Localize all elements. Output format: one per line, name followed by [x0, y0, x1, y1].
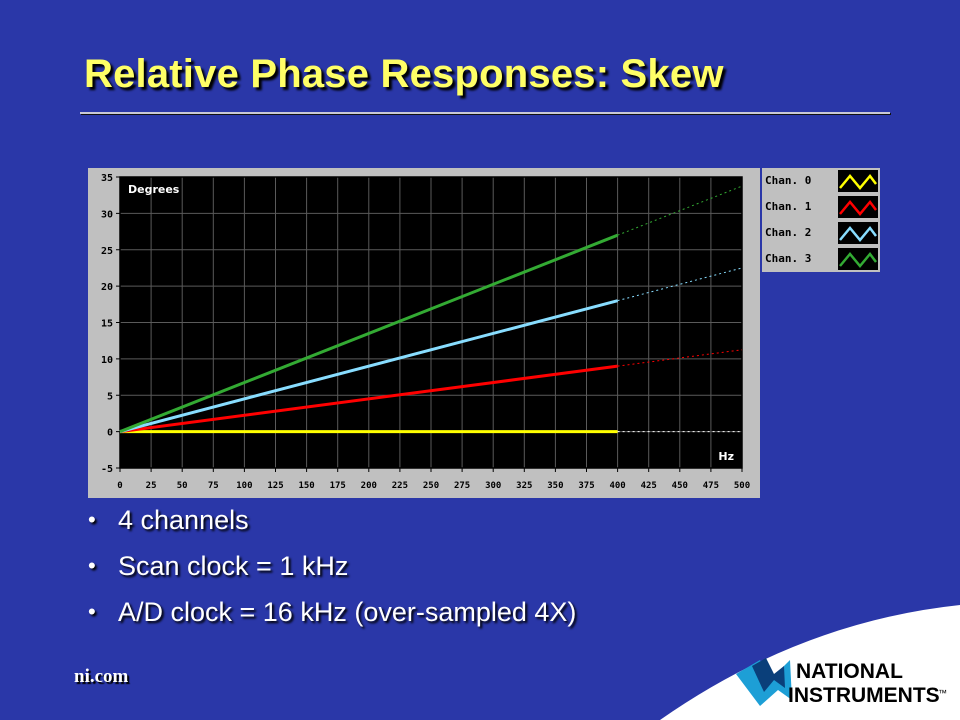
legend-item-chan-2: Chan. 2 — [762, 220, 880, 246]
series-extrapolation-chan-3 — [617, 185, 743, 236]
slide-title: Relative Phase Responses: Skew — [84, 52, 724, 96]
y-tick-label: 15 — [101, 319, 113, 330]
legend-swatch — [838, 222, 878, 244]
legend-item-chan-1: Chan. 1 — [762, 194, 880, 220]
bullet-text: A/D clock = 16 kHz (over-sampled 4X) — [118, 597, 577, 627]
x-tick-label: 100 — [236, 481, 252, 491]
series-extrapolation-chan-1 — [617, 349, 743, 367]
legend-item-chan-0: Chan. 0 — [762, 168, 880, 194]
bullet-dot-icon: • — [88, 553, 96, 578]
legend-swatch — [838, 196, 878, 218]
legend-swatch — [838, 170, 878, 192]
title-underline — [80, 112, 890, 114]
logo-line1: NATIONAL — [796, 660, 903, 683]
legend-item-chan-3: Chan. 3 — [762, 246, 880, 272]
series-line-chan-1 — [119, 364, 618, 434]
footer-url: ni.com — [74, 666, 129, 687]
x-tick-label: 125 — [267, 481, 283, 491]
bullet-item: • Scan clock = 1 kHz — [84, 546, 576, 592]
bullet-list: • 4 channels • Scan clock = 1 kHz • A/D clock… — [84, 500, 576, 638]
x-tick-label: 475 — [703, 481, 719, 491]
y-tick-label: -5 — [101, 464, 113, 475]
y-tick-label: 10 — [101, 355, 113, 366]
legend-label: Chan. 2 — [765, 226, 812, 239]
x-tick-label: 75 — [208, 481, 219, 491]
y-axis-label: Degrees — [128, 183, 180, 196]
y-tick-label: 0 — [107, 428, 113, 439]
x-axis-label: Hz — [718, 450, 734, 463]
bullet-dot-icon: • — [88, 507, 96, 532]
bullet-dot-icon: • — [88, 599, 96, 624]
x-tick-label: 200 — [361, 481, 377, 491]
x-tick-label: 300 — [485, 481, 501, 491]
y-tick-label: 20 — [101, 282, 113, 293]
x-tick-label: 400 — [609, 481, 625, 491]
bullet-item: • 4 channels — [84, 500, 576, 546]
series-line-chan-2 — [119, 299, 618, 434]
x-tick-label: 275 — [454, 481, 470, 491]
x-tick-label: 0 — [117, 481, 122, 491]
x-tick-label: 250 — [423, 481, 439, 491]
legend-label: Chan. 1 — [765, 200, 812, 213]
x-tick-label: 225 — [392, 481, 408, 491]
x-tick-label: 25 — [146, 481, 157, 491]
x-tick-label: 450 — [672, 481, 688, 491]
x-tick-label: 325 — [516, 481, 532, 491]
chart-legend: Chan. 0 Chan. 1 Chan. 2 Chan. 3 — [762, 168, 880, 272]
x-tick-label: 350 — [547, 481, 563, 491]
x-tick-label: 425 — [641, 481, 657, 491]
bullet-text: Scan clock = 1 kHz — [118, 551, 349, 581]
legend-swatch — [838, 248, 878, 270]
bullet-text: 4 channels — [118, 505, 249, 535]
ni-eagle-icon — [736, 658, 792, 706]
series-line-chan-3 — [119, 233, 619, 434]
x-tick-label: 150 — [298, 481, 314, 491]
y-tick-label: 35 — [101, 173, 113, 184]
y-tick-label: 30 — [101, 209, 113, 220]
x-tick-label: 175 — [330, 481, 346, 491]
x-tick-label: 50 — [177, 481, 188, 491]
logo-trademark: ™ — [938, 688, 947, 698]
logo-line2: INSTRUMENTS — [788, 684, 940, 707]
series-extrapolation-chan-2 — [617, 267, 743, 302]
legend-label: Chan. 0 — [765, 174, 812, 187]
x-tick-label: 500 — [734, 481, 750, 491]
y-tick-label: 5 — [107, 391, 113, 402]
x-tick-label: 375 — [578, 481, 594, 491]
y-tick-label: 25 — [101, 246, 113, 257]
legend-label: Chan. 3 — [765, 252, 812, 265]
national-instruments-logo: NATIONAL INSTRUMENTS ™ — [736, 658, 947, 707]
chart-panel: -5 0 5 10 15 20 25 30 35 0 25 50 75 100 125 150 175 200 22… — [88, 168, 760, 498]
bullet-item: • A/D clock = 16 kHz (over-sampled 4X) — [84, 592, 576, 638]
